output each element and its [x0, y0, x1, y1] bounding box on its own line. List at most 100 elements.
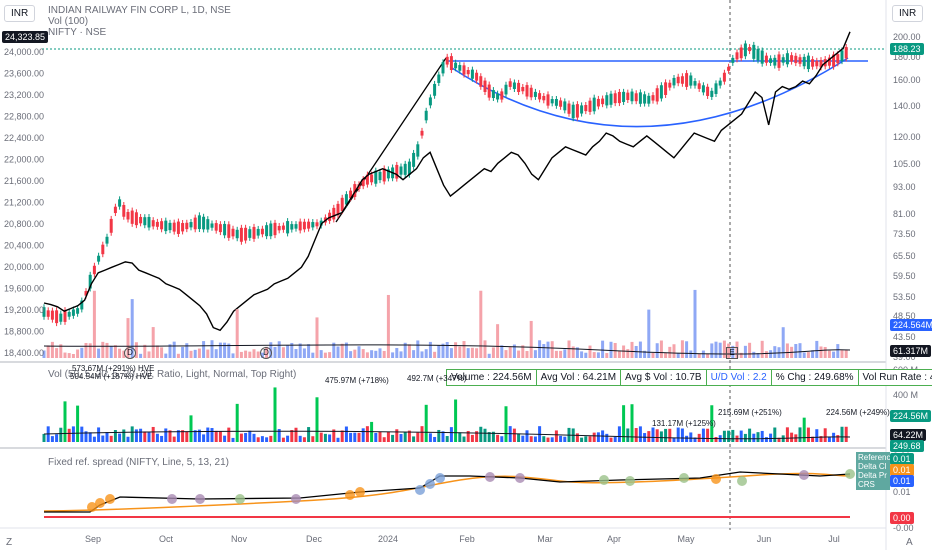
vol-indicator-bar: [340, 430, 344, 442]
vol-indicator-bar: [487, 432, 491, 442]
spread-signal-dot: [799, 470, 809, 480]
x-axis-label: Feb: [459, 534, 475, 544]
volume-bar: [428, 341, 432, 358]
volume-bar: [584, 352, 588, 358]
spread-signal-dot: [515, 473, 525, 483]
left-axis-tick: 23,200.00: [4, 90, 44, 100]
vol-indicator-bar: [302, 437, 306, 442]
vol-indicator-bar: [823, 428, 827, 442]
candle-body: [449, 56, 453, 71]
vol-indicator-bar: [134, 429, 138, 442]
dividend-marker[interactable]: D: [124, 347, 136, 359]
timezone-button[interactable]: Z: [6, 537, 13, 548]
volume-bar: [101, 341, 105, 358]
candle-body: [244, 227, 248, 241]
volume-bar: [504, 350, 508, 358]
vol-indicator-bar: [647, 431, 651, 442]
left-axis-tick: 19,200.00: [4, 305, 44, 315]
vol-indicator-bar: [239, 433, 243, 442]
volume-bar: [550, 341, 554, 358]
candle-body: [714, 83, 718, 94]
vol-indicator-bar: [391, 434, 395, 442]
candle-body: [542, 95, 546, 101]
volume-bar: [731, 345, 735, 358]
vol-indicator-bar: [185, 431, 189, 442]
vol-indicator-bar: [676, 427, 680, 442]
vol-indicator-bar: [328, 434, 332, 442]
vol-indicator-bar: [260, 436, 264, 442]
candle-body: [697, 83, 701, 89]
volume-bar: [454, 342, 458, 358]
candle-body: [701, 85, 705, 93]
auto-scale-button[interactable]: A: [906, 537, 913, 548]
vol-indicator-bar: [210, 428, 214, 442]
volume-bar: [643, 350, 647, 358]
volume-bar: [315, 317, 319, 358]
volume-bar: [693, 289, 697, 358]
volume-bar: [664, 353, 668, 358]
candle-body: [819, 60, 823, 68]
vol-indicator-bar: [332, 429, 336, 442]
vol-indicator-bar: [525, 430, 529, 442]
volume-bar: [407, 344, 411, 358]
vol-indicator-bar: [113, 430, 117, 442]
volume-bar: [483, 340, 487, 358]
dividend-marker[interactable]: D: [260, 347, 272, 359]
volume-bar: [67, 353, 71, 358]
volume-bar: [466, 348, 470, 358]
candle-body: [420, 130, 424, 136]
candle-body: [67, 311, 71, 317]
candle-body: [269, 223, 273, 237]
vol-indicator-bar: [151, 426, 155, 442]
volume-bar: [525, 351, 529, 358]
candle-body: [151, 220, 155, 227]
vol-indicator-bar: [672, 437, 676, 442]
vol-indicator-bar: [176, 430, 180, 442]
volume-bar: [622, 345, 626, 358]
candle-body: [563, 101, 567, 111]
left-price-tag: 24,323.85: [2, 31, 49, 43]
candle-body: [55, 310, 59, 324]
vol-indicator-bar: [731, 429, 735, 442]
candle-body: [185, 222, 189, 230]
vol-indicator-bar: [437, 429, 441, 442]
currency-button-left[interactable]: INR: [4, 5, 36, 22]
volume-bar: [827, 350, 831, 358]
candle-body: [433, 83, 437, 96]
volume-bar: [773, 346, 777, 358]
currency-button-right[interactable]: INR: [892, 5, 924, 22]
volume-bar: [823, 346, 827, 358]
vol-indicator-bar: [588, 436, 592, 442]
vol-indicator-bar: [617, 426, 621, 442]
candle-body: [693, 81, 697, 86]
left-axis-tick: 23,600.00: [4, 69, 44, 79]
vol-indicator-bar: [227, 427, 231, 442]
candle-body: [340, 197, 344, 212]
candle-body: [659, 85, 663, 99]
volume-bar: [328, 352, 332, 358]
volume-bar: [386, 294, 390, 358]
candle-body: [613, 93, 617, 104]
vol-indicator-bar: [664, 428, 668, 442]
volume-bar: [475, 348, 479, 358]
candle-body: [790, 55, 794, 62]
volume-bar: [588, 345, 592, 358]
earnings-marker[interactable]: E: [726, 347, 738, 359]
vol-indicator-bar: [336, 437, 340, 442]
vol-indicator-bar: [109, 435, 113, 442]
vol-indicator-bar: [50, 436, 54, 442]
vol-indicator-bar: [55, 434, 59, 442]
volume-bar: [84, 342, 88, 358]
volume-bar: [122, 350, 126, 358]
vol-indicator-bar: [815, 429, 819, 442]
candle-body: [827, 57, 831, 66]
volume-bar: [214, 349, 218, 358]
candle-body: [546, 94, 550, 106]
candle-body: [252, 226, 256, 239]
volume-annotation: 224.56M (+249%): [826, 408, 890, 417]
volume-bar: [223, 342, 227, 358]
vol-indicator-bar: [206, 427, 210, 442]
volume-bar: [50, 341, 54, 358]
spread-signal-dot: [167, 494, 177, 504]
candle-body: [365, 174, 369, 185]
